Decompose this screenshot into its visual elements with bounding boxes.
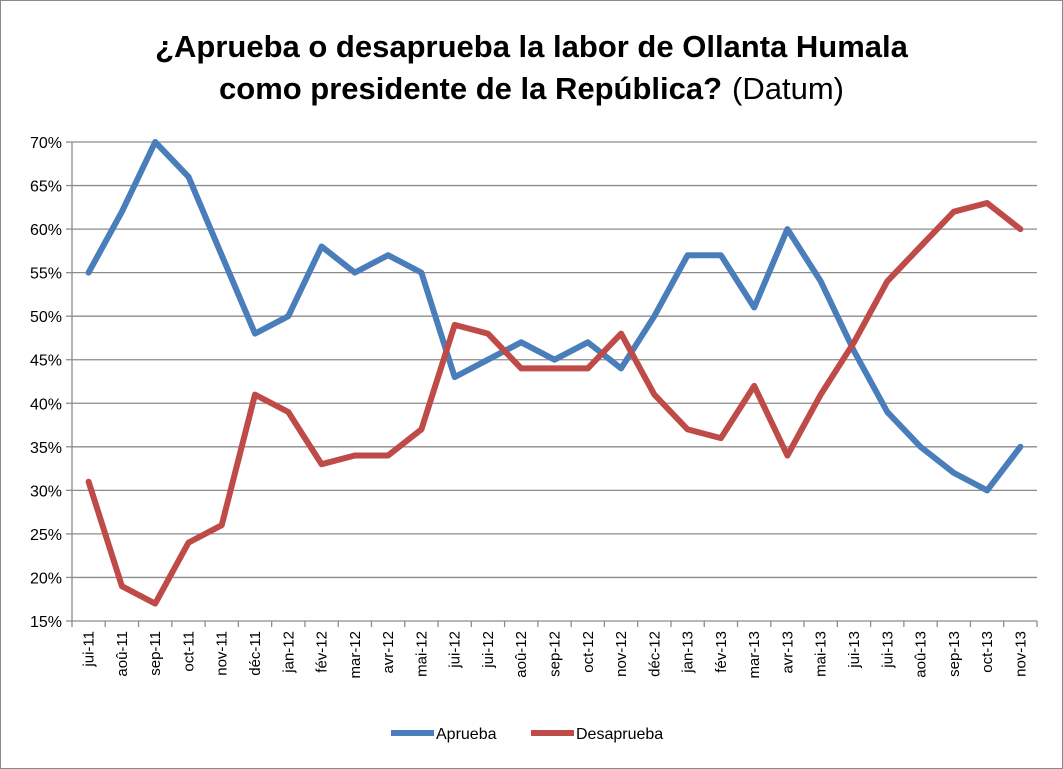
x-axis-tick-labels: jui-11 aoû-11 sep-11 oct-11 nov-11 déc-11 jan-… [81,631,1030,679]
x-tick-label: jui-12 [480,631,497,669]
x-tick-label: aoû-12 [513,631,530,678]
x-tick-label: mai-13 [813,631,830,677]
legend: Aprueba Desaprueba [391,726,663,743]
grid-lines [72,141,1037,579]
series-line-desaprueba [85,200,1024,607]
x-tick-label: avr-12 [380,631,397,674]
x-tick-label: jan-12 [280,631,297,674]
x-tick-label: nov-13 [1012,631,1029,677]
legend-label-aprueba: Aprueba [436,726,497,743]
y-tick-label: 30% [30,483,62,500]
y-tick-label: 70% [30,135,62,152]
x-tick-label: mai-12 [413,631,430,677]
x-tick-label: nov-11 [214,631,231,676]
x-tick-label: jui-13 [846,631,863,669]
chart-title-line-2: como presidente de la República? (Datum) [219,71,844,106]
x-tick-label: déc-12 [646,631,663,677]
x-tick-label: mar-13 [746,631,763,679]
series-line-aprueba [85,139,1024,494]
y-tick-label: 20% [30,570,62,587]
x-tick-label: sep-12 [547,631,564,677]
y-tick-label: 65% [30,179,62,196]
y-tick-label: 45% [30,353,62,370]
x-tick-label: déc-11 [247,631,264,676]
x-tick-label: jui-12 [447,631,464,669]
legend-label-desaprueba: Desaprueba [576,726,663,743]
x-tick-label: aoû-11 [114,631,131,677]
y-tick-label: 15% [30,614,62,631]
y-tick-label: 40% [30,396,62,413]
chart-source: (Datum) [732,71,844,106]
y-tick-label: 50% [30,309,62,326]
x-tick-label: avr-13 [779,631,796,674]
x-tick-label: oct-12 [580,631,597,673]
y-tick-label: 55% [30,266,62,283]
x-tick-label: jui-13 [879,631,896,669]
x-tick-label: fév-13 [713,631,730,673]
series-lines [85,139,1024,607]
y-tick-label: 60% [30,222,62,239]
y-axis-tick-labels: 15% 20% 25% 30% 35% 40% 45% 50% 55% 60% 65% 70% [30,135,62,631]
x-tick-label: jui-11 [81,631,98,668]
x-tick-label: nov-12 [613,631,630,677]
x-tick-label: aoû-13 [913,631,930,678]
x-tick-label: oct-13 [979,631,996,673]
x-tick-label: jan-13 [680,631,697,674]
axes [66,141,1038,627]
x-tick-label: sep-11 [147,631,164,676]
chart-title: ¿Aprueba o desaprueba la labor de Ollant… [0,26,1063,110]
x-tick-label: fév-12 [314,631,331,673]
chart-title-line-1: ¿Aprueba o desaprueba la labor de Ollant… [155,29,908,64]
y-tick-label: 35% [30,440,62,457]
x-tick-label: mar-12 [347,631,364,679]
x-tick-label: sep-13 [946,631,963,677]
y-tick-label: 25% [30,527,62,544]
x-tick-label: oct-11 [180,631,197,672]
